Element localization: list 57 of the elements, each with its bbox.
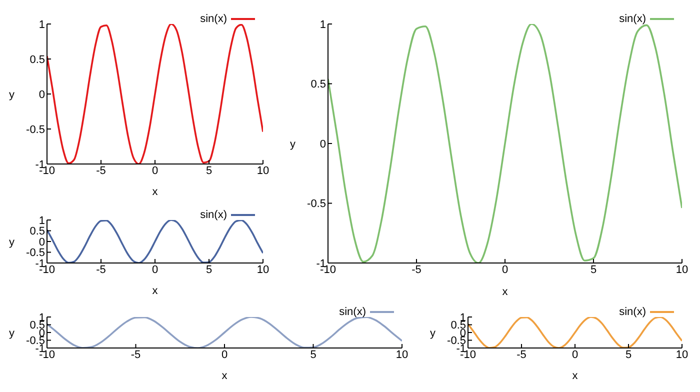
y-tick-label: -0.5 <box>307 198 326 210</box>
x-tick-label: 5 <box>310 348 316 361</box>
x-tick-label: -5 <box>516 348 526 361</box>
x-tick-label: 10 <box>676 348 688 361</box>
x-tick-label: -5 <box>412 264 422 276</box>
x-tick-label: 0 <box>572 348 578 361</box>
x-tick-label: 5 <box>625 348 632 361</box>
line-series <box>468 317 682 348</box>
legend-label: sin(x) <box>619 306 646 318</box>
legend-label: sin(x) <box>619 13 646 25</box>
x-tick-label: -10 <box>39 164 55 177</box>
x-tick-label: 10 <box>256 164 270 177</box>
y-tick-label: 0 <box>320 138 326 150</box>
x-axis-title: x <box>152 285 158 297</box>
x-tick-label: 10 <box>256 264 270 276</box>
line-series <box>47 317 402 348</box>
y-axis-title: y <box>290 138 296 150</box>
x-tick-label: -10 <box>39 348 55 361</box>
y-tick-label: 0.5 <box>30 54 45 66</box>
x-axis-title: x <box>222 370 228 382</box>
x-tick-label: 0 <box>152 164 158 177</box>
y-tick-label: -0.5 <box>26 124 45 136</box>
x-tick-label: -10 <box>39 264 55 276</box>
legend-label: sin(x) <box>200 13 227 25</box>
y-axis-title: y <box>9 236 15 248</box>
y-tick-label: 0.5 <box>310 78 326 91</box>
y-tick-label: 1 <box>38 18 45 31</box>
y-tick-label: 0 <box>38 88 45 101</box>
y-axis-title: y <box>9 88 15 101</box>
x-tick-label: -5 <box>130 348 141 361</box>
x-tick-label: 0 <box>502 264 508 276</box>
x-tick-label: -10 <box>460 348 476 361</box>
line-series <box>47 24 263 164</box>
x-tick-label: 5 <box>206 264 212 276</box>
y-tick-label: -0.5 <box>26 247 45 260</box>
x-tick-label: 10 <box>676 264 688 276</box>
y-axis-title: y <box>9 327 15 340</box>
y-axis-title: y <box>430 327 436 340</box>
y-tick-label: 0.5 <box>30 226 45 238</box>
line-series <box>47 220 263 263</box>
x-tick-label: 5 <box>590 264 597 276</box>
legend-label: sin(x) <box>339 306 366 318</box>
x-tick-label: 0 <box>152 264 158 276</box>
x-tick-label: 0 <box>221 348 228 361</box>
x-axis-title: x <box>502 286 508 298</box>
x-axis-title: x <box>152 186 158 198</box>
x-tick-label: 5 <box>206 164 212 177</box>
x-tick-label: 10 <box>396 348 408 361</box>
x-tick-label: -10 <box>320 264 336 276</box>
y-tick-label: 1 <box>320 18 326 31</box>
x-tick-label: -5 <box>96 264 106 276</box>
line-series <box>328 24 682 263</box>
y-tick-label: 0 <box>38 236 45 248</box>
x-axis-title: x <box>572 370 578 382</box>
y-tick-label: 1 <box>38 214 45 227</box>
x-tick-label: -5 <box>96 164 106 177</box>
legend-label: sin(x) <box>200 209 227 221</box>
